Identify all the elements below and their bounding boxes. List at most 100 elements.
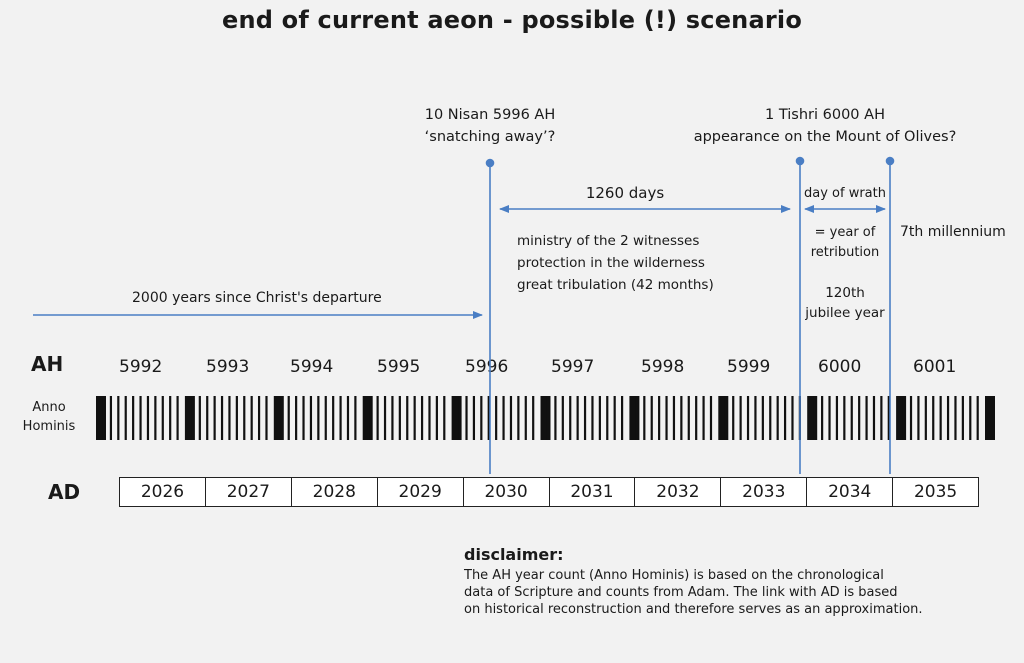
ah-month-tick: [606, 396, 609, 440]
ah-year-start-bar: [540, 396, 551, 440]
disclaimer-line-3: on historical reconstruction and therefo…: [464, 602, 923, 617]
event-appearance-date: 1 Tishri 6000 AH: [765, 107, 885, 123]
ah-month-tick: [369, 396, 372, 440]
ah-month-tick: [783, 396, 787, 440]
ah-month-tick: [791, 396, 794, 440]
ah-month-tick: [465, 396, 468, 440]
period-2000-years: 2000 years since Christ's departure: [132, 290, 382, 306]
diagram-title: end of current aeon - possible (!) scena…: [221, 6, 803, 34]
ah-month-tick: [821, 396, 824, 440]
jubilee-block: 120th jubilee year: [800, 283, 890, 323]
ah-month-tick: [287, 396, 290, 440]
ah-month-tick: [146, 396, 150, 440]
ah-year-start-bar: [807, 396, 818, 440]
ah-month-tick: [954, 396, 957, 440]
event-snatching-date: 10 Nisan 5996 AH: [424, 107, 556, 123]
ah-month-tick: [198, 396, 201, 440]
ah-year-5995: 5995: [377, 357, 421, 377]
ah-month-tick: [406, 396, 409, 440]
ah-month-tick: [124, 396, 127, 440]
ah-month-tick: [383, 396, 387, 440]
disclaimer-title: disclaimer:: [464, 545, 564, 564]
ah-month-tick: [420, 396, 424, 440]
ah-month-tick: [739, 396, 742, 440]
ah-month-tick: [969, 396, 972, 440]
ah-year-5993: 5993: [206, 357, 250, 377]
ah-month-tick: [413, 396, 416, 440]
ah-month-tick: [435, 396, 438, 440]
retribution-block: = year of retribution: [800, 223, 890, 263]
ah-month-tick: [339, 396, 342, 440]
ah-label: AH: [31, 352, 64, 376]
ah-year-start-bar: [985, 396, 995, 440]
ad-year-2033: 2033: [721, 478, 808, 506]
ad-label: AD: [48, 480, 81, 504]
ah-year-start-bar: [273, 396, 284, 440]
ad-year-2026: 2026: [120, 478, 206, 506]
ah-month-tick: [487, 396, 490, 440]
ah-month-tick: [280, 396, 283, 440]
event-appearance-desc: appearance on the Mount of Olives?: [693, 129, 957, 145]
ad-year-row: 2026 2027 2028 2029 2030 2031 2032 2033 …: [119, 477, 979, 507]
ah-month-tick: [332, 396, 335, 440]
ah-year-5996: 5996: [465, 357, 509, 377]
ah-month-tick: [428, 396, 431, 440]
ah-year-start-bar: [96, 396, 106, 440]
ah-month-tick: [169, 396, 172, 440]
ah-month-tick: [850, 396, 853, 440]
ah-month-tick: [502, 396, 505, 440]
ah-month-tick: [139, 396, 142, 440]
event-snatching-desc: ‘snatching away’?: [424, 129, 556, 145]
ah-month-tick: [213, 396, 216, 440]
ah-month-tick: [561, 396, 564, 440]
ah-month-tick: [161, 396, 164, 440]
ah-month-tick: [932, 396, 935, 440]
ah-month-tick: [872, 396, 876, 440]
ah-year-5998: 5998: [641, 357, 685, 377]
ah-month-tick: [687, 396, 690, 440]
ah-year-5999: 5999: [727, 357, 771, 377]
ah-month-tick: [117, 396, 120, 440]
ah-month-tick: [376, 396, 379, 440]
ah-month-tick: [858, 396, 861, 440]
ah-month-tick: [961, 396, 964, 440]
ah-month-tick: [591, 396, 594, 440]
ah-year-start-bar: [629, 396, 640, 440]
ad-year-2030: 2030: [464, 478, 550, 506]
ah-month-tick: [495, 396, 498, 440]
ah-month-tick: [154, 396, 157, 440]
ah-month-tick: [546, 396, 550, 440]
ah-month-tick: [672, 396, 676, 440]
ah-year-start-bar: [362, 396, 373, 440]
ah-month-tick: [206, 396, 209, 440]
ad-year-2029: 2029: [378, 478, 464, 506]
ad-year-2031: 2031: [550, 478, 636, 506]
ah-sublabel: Anno Hominis: [14, 398, 84, 436]
ah-month-tick: [813, 396, 816, 440]
ad-year-2032: 2032: [635, 478, 722, 506]
ah-month-tick: [391, 396, 394, 440]
ah-month-tick: [776, 396, 779, 440]
ah-month-tick: [909, 396, 913, 440]
jubilee-line-2: jubilee year: [805, 305, 885, 321]
ah-month-tick: [865, 396, 868, 440]
ah-month-tick: [650, 396, 653, 440]
ah-month-tick: [769, 396, 772, 440]
ah-month-tick: [658, 396, 661, 440]
ah-month-tick: [576, 396, 579, 440]
ah-month-tick: [458, 396, 461, 440]
ah-month-tick: [702, 396, 705, 440]
ah-month-tick: [235, 396, 238, 440]
vline-6000-dot: [795, 156, 805, 166]
ah-month-tick: [939, 396, 942, 440]
ah-month-tick: [695, 396, 698, 440]
ah-month-tick: [583, 396, 587, 440]
ah-month-tick: [257, 396, 261, 440]
disclaimer: disclaimer: The AH year count (Anno Homi…: [464, 545, 923, 618]
ministry-line-2: protection in the wilderness: [517, 255, 705, 271]
ah-month-tick: [917, 396, 920, 440]
ah-month-tick: [643, 396, 646, 440]
ad-year-2027: 2027: [206, 478, 292, 506]
ah-month-tick: [902, 396, 905, 440]
